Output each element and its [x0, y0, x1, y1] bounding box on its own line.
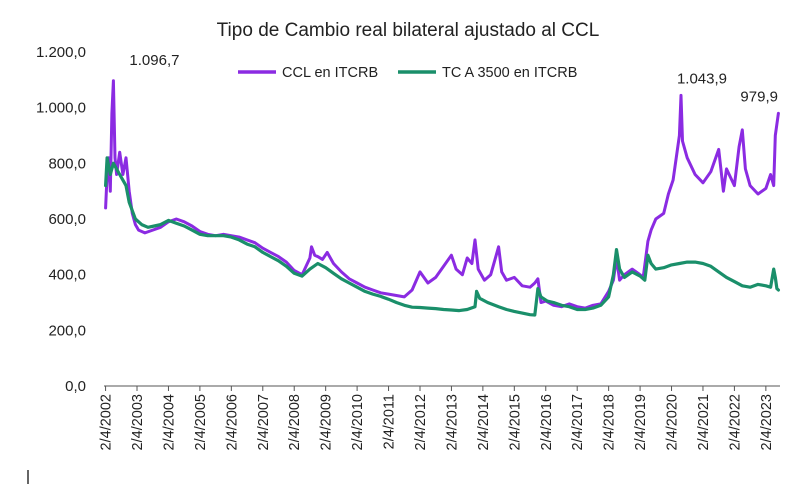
x-tick-label: 2/4/2017 — [570, 394, 586, 450]
x-tick-label: 2/4/2015 — [507, 394, 523, 450]
annotations: 1.096,7 1.043,9 979,9 — [129, 52, 778, 106]
peak-annotation: 1.096,7 — [129, 52, 179, 69]
y-tick-label: 1.200,0 — [36, 44, 86, 61]
legend-label-tc: TC A 3500 en ITCRB — [442, 65, 577, 81]
y-tick-label: 200,0 — [48, 322, 86, 339]
x-tick-label: 2/4/2006 — [224, 394, 240, 450]
x-tick-label: 2/4/2003 — [130, 394, 146, 450]
series-line-ccl — [104, 79, 780, 310]
y-tick-label: 600,0 — [48, 211, 86, 228]
x-tick-label: 2/4/2013 — [444, 394, 460, 450]
x-tick-label: 2/4/2016 — [539, 394, 555, 450]
peak-annotation: 1.043,9 — [677, 70, 727, 87]
x-tick-label: 2/4/2021 — [696, 394, 712, 450]
y-tick-label: 800,0 — [48, 155, 86, 172]
legend: CCL en ITCRB TC A 3500 en ITCRB — [238, 65, 577, 81]
y-tick-label: 0,0 — [65, 378, 86, 395]
series-line-tc-a3500 — [104, 156, 780, 317]
legend-label-ccl: CCL en ITCRB — [282, 65, 378, 81]
x-tick-label: 2/4/2018 — [602, 394, 618, 450]
x-tick-label: 2/4/2005 — [193, 394, 209, 450]
y-tick-label: 400,0 — [48, 267, 86, 284]
y-tick-label: 1.000,0 — [36, 100, 86, 117]
x-tick-label: 2/4/2008 — [287, 394, 303, 450]
plot-area — [104, 79, 780, 317]
x-tick-label: 2/4/2002 — [99, 394, 115, 450]
x-tick-label: 2/4/2022 — [727, 394, 743, 450]
x-tick-label: 2/4/2020 — [665, 394, 681, 450]
x-tick-label: 2/4/2009 — [319, 394, 335, 450]
x-tick-label: 2/4/2012 — [413, 394, 429, 450]
x-tick-label: 2/4/2004 — [161, 394, 177, 450]
x-tick-label: 2/4/2007 — [256, 394, 272, 450]
x-tick-label: 2/4/2014 — [476, 394, 492, 450]
x-tick-label: 2/4/2010 — [350, 394, 366, 450]
x-tick-label: 2/4/2019 — [633, 394, 649, 450]
x-tick-label: 2/4/2011 — [382, 394, 398, 449]
chart-title: Tipo de Cambio real bilateral ajustado a… — [217, 20, 600, 41]
x-tick-label: 2/4/2023 — [759, 394, 775, 450]
peak-annotation: 979,9 — [740, 88, 778, 105]
y-axis-ticks: 0,0 200,0 400,0 600,0 800,0 1.000,0 1.200,0 — [36, 44, 86, 395]
x-axis-ticks: 2/4/2002 2/4/2003 2/4/2004 2/4/2005 2/4/2006… — [99, 386, 775, 450]
